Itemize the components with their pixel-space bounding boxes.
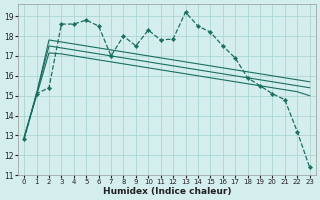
X-axis label: Humidex (Indice chaleur): Humidex (Indice chaleur) xyxy=(103,187,231,196)
